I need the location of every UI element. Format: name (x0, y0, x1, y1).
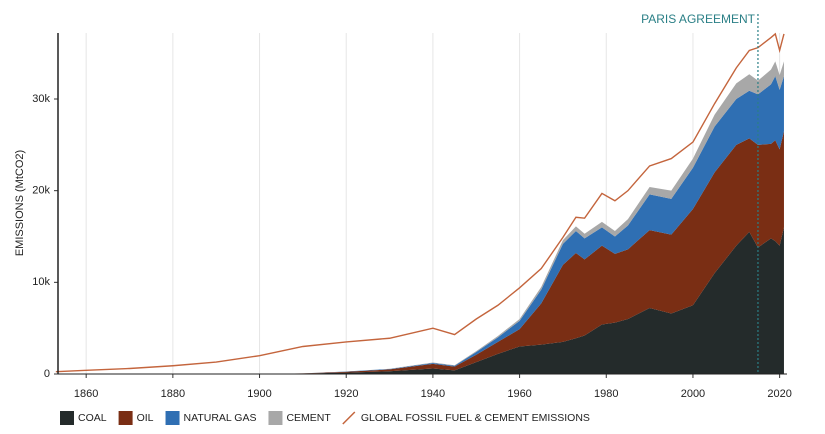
legend-label: GLOBAL FOSSIL FUEL & CEMENT EMISSIONS (361, 412, 590, 424)
area (55, 131, 784, 374)
annotation-label: PARIS AGREEMENT (641, 12, 755, 26)
legend-swatch (118, 411, 133, 425)
x-tick-label: 1880 (161, 388, 185, 400)
y-tick-label: 0 (44, 368, 50, 380)
x-tick-label: 1960 (507, 388, 531, 400)
axes: 1860 1880 1900 1920 1940 1960 1980 2000 2020 0 10k… (32, 33, 792, 400)
y-tick-label: 10k (32, 276, 50, 288)
legend-label: COAL (78, 412, 107, 424)
y-tick-label: 20k (32, 185, 50, 197)
legend-label: CEMENT (286, 412, 331, 424)
areas (55, 61, 784, 375)
legend-swatch (60, 411, 74, 425)
y-axis-label: EMISSIONS (MtCO2) (14, 150, 26, 256)
area (55, 76, 784, 374)
y-tick-label: 30k (32, 93, 50, 105)
legend-label: NATURAL GAS (184, 412, 257, 424)
x-tick-label: 1940 (421, 388, 445, 400)
legend-swatch (342, 411, 356, 425)
legend-swatch (165, 411, 180, 425)
line (55, 32, 785, 373)
x-tick-label: 1860 (74, 388, 98, 400)
x-tick-label: 1920 (334, 388, 358, 400)
x-tick-label: 1980 (594, 388, 618, 400)
x-tick-label: 1900 (247, 388, 271, 400)
legend-label: OIL (137, 412, 154, 424)
legend-swatch (268, 411, 283, 425)
x-tick-label: 2020 (767, 388, 791, 400)
lines: PARIS AGREEMENT (55, 12, 785, 374)
area (55, 227, 784, 374)
legend: COAL OIL NATURAL GAS CEMENT GLOBAL FOSSIL FU… (60, 411, 590, 425)
x-tick-label: 2000 (681, 388, 705, 400)
